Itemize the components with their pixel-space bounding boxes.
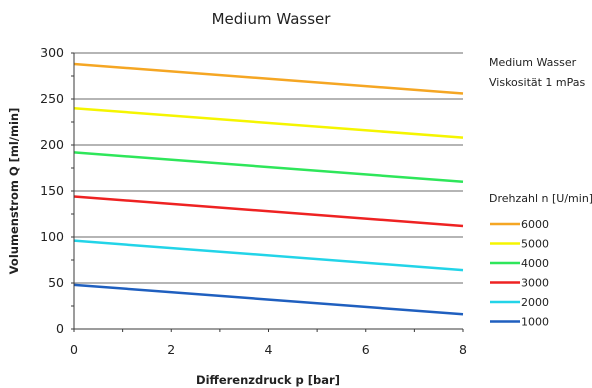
legend-title: Drehzahl n [U/min]: [489, 192, 592, 205]
legend-label-3000: 3000: [521, 277, 549, 290]
x-tick-label: 4: [265, 342, 273, 357]
y-tick-label: 150: [40, 183, 64, 198]
note-medium: Medium Wasser: [489, 56, 577, 69]
y-tick-label: 50: [48, 275, 64, 290]
axes: [71, 52, 464, 332]
series-line-2000: [73, 239, 464, 272]
y-tick-label: 300: [40, 45, 64, 60]
grid-lines: [74, 52, 463, 284]
x-tick-label: 0: [70, 342, 78, 357]
chart-title: Medium Wasser: [212, 10, 332, 28]
legend-label-6000: 6000: [521, 218, 549, 231]
series-line-6000: [73, 62, 464, 95]
x-axis-label: Differenzdruck p [bar]: [196, 373, 340, 387]
series-line-1000: [73, 283, 464, 316]
series-lines: [73, 62, 464, 316]
legend-label-2000: 2000: [521, 296, 549, 309]
y-tick-label: 0: [56, 321, 64, 336]
legend-label-5000: 5000: [521, 238, 549, 251]
series-line-5000: [73, 106, 464, 139]
legend-label-4000: 4000: [521, 257, 549, 270]
series-line-3000: [73, 195, 464, 228]
legend: 6000 5000 4000 3000 2000 1000: [490, 218, 549, 329]
legend-label-1000: 1000: [521, 316, 549, 329]
series-line-4000: [73, 151, 464, 184]
y-tick-label: 100: [40, 229, 64, 244]
note-viscosity: Viskosität 1 mPas: [489, 76, 586, 89]
y-tick-label: 200: [40, 137, 64, 152]
y-tick-labels: 0 50 100 150 200 250 300: [40, 45, 64, 336]
y-tick-label: 250: [40, 91, 64, 106]
x-tick-label: 2: [167, 342, 175, 357]
x-tick-label: 8: [459, 342, 467, 357]
x-tick-labels: 0 2 4 6 8: [70, 342, 467, 357]
x-tick-label: 6: [362, 342, 370, 357]
y-axis-label: Volumenstrom Q [ml/min]: [7, 108, 21, 275]
